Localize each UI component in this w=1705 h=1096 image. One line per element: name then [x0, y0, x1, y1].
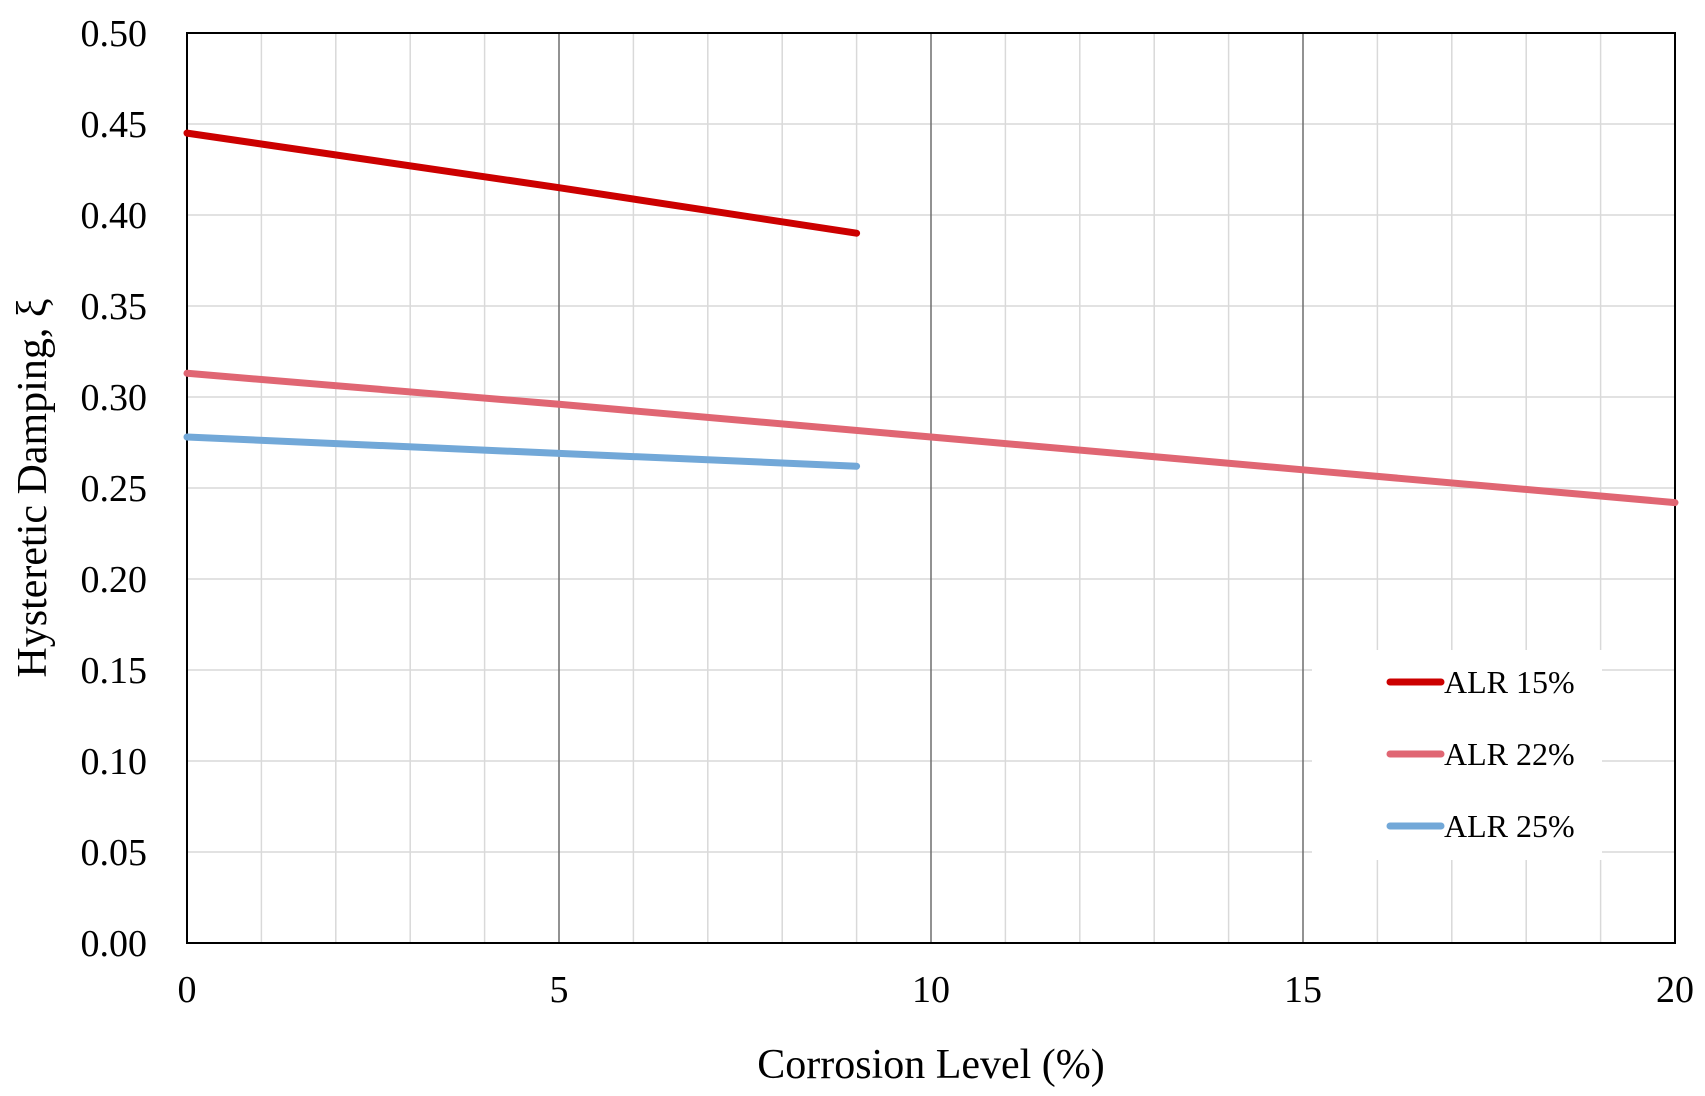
- x-tick-label: 10: [912, 969, 950, 1011]
- y-tick-label: 0.10: [81, 741, 148, 783]
- y-tick-label: 0.35: [81, 286, 148, 328]
- series-line: [183, 369, 1679, 507]
- y-tick-label: 0.45: [81, 104, 148, 146]
- x-tick-label: 15: [1284, 969, 1322, 1011]
- legend-label: ALR 15%: [1444, 664, 1575, 700]
- series-line: [183, 433, 861, 470]
- legend-label: ALR 22%: [1444, 736, 1575, 772]
- legend-background: [1312, 650, 1602, 860]
- y-tick-label: 0.05: [81, 832, 148, 874]
- x-axis-title: Corrosion Level (%): [757, 1042, 1105, 1088]
- y-axis-tick-labels: 0.00 0.05 0.10 0.15 0.20 0.25 0.30 0.35 0.40 0.45…: [81, 13, 148, 965]
- y-tick-label: 0.25: [81, 468, 148, 510]
- y-tick-label: 0.20: [81, 559, 148, 601]
- y-tick-label: 0.00: [81, 923, 148, 965]
- y-axis-title: Hysteretic Damping, ξ: [10, 298, 56, 677]
- legend-label: ALR 25%: [1444, 808, 1575, 844]
- y-tick-label: 0.15: [81, 650, 148, 692]
- series-line: [183, 129, 861, 237]
- y-tick-label: 0.50: [81, 13, 148, 55]
- y-tick-label: 0.40: [81, 195, 148, 237]
- x-tick-label: 5: [550, 969, 569, 1011]
- plot-area-frame: [186, 32, 1676, 944]
- y-tick-label: 0.30: [81, 377, 148, 419]
- x-axis-tick-labels: 0 5 10 15 20: [178, 969, 1695, 1011]
- x-tick-label: 20: [1656, 969, 1694, 1011]
- series-lines: [183, 129, 1679, 507]
- x-tick-label: 0: [178, 969, 197, 1011]
- legend: ALR 15% ALR 22% ALR 25%: [1312, 650, 1602, 860]
